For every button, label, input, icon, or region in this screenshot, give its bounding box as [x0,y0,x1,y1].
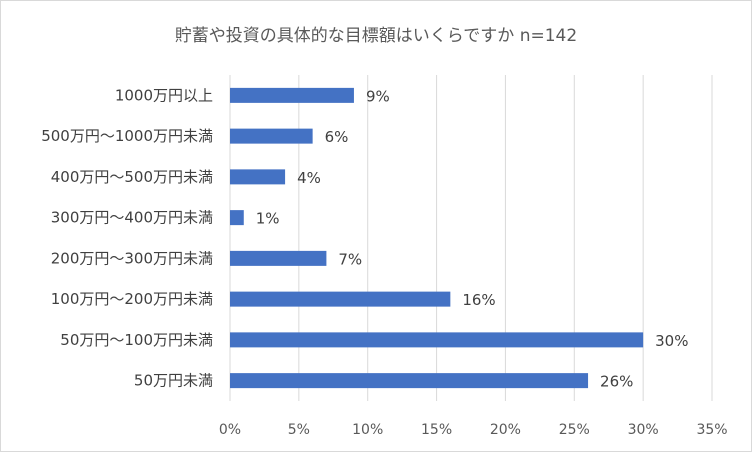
bar [230,169,286,185]
category-label: 100万円～200万円未満 [51,290,213,308]
category-label: 500万円～1000万円未満 [41,127,213,145]
data-label: 9% [366,87,390,105]
bar [230,291,451,307]
category-label: 200万円～300万円未満 [51,249,213,267]
category-labels: 1000万円以上 500万円～1000万円未満 400万円～500万円未満 300万円… [41,86,213,389]
x-tick-label: 5% [288,422,310,438]
data-label: 26% [600,373,633,391]
gridlines [229,75,713,401]
category-label: 300万円～400万円未満 [51,209,213,227]
x-tick-label: 0% [219,422,241,438]
category-label: 50万円～100万円未満 [60,331,213,349]
bar [230,87,354,103]
x-axis-ticks: 0% 5% 10% 15% 20% 25% 30% 35% [219,422,728,438]
chart-title: 貯蓄や投資の具体的な目標額はいくらですか n=142 [174,26,578,46]
x-tick-label: 35% [696,422,727,438]
bar [230,332,644,348]
bar [230,210,244,226]
bar [230,250,327,266]
x-tick-label: 10% [352,422,383,438]
data-label: 6% [325,128,349,146]
category-label: 400万円～500万円未満 [51,168,213,186]
category-label: 1000万円以上 [115,86,213,104]
data-label: 7% [338,250,362,268]
data-labels: 9% 6% 4% 1% 7% 16% 30% 26% [256,87,689,390]
bar [230,373,589,389]
bars [230,87,644,389]
data-label: 16% [462,291,495,309]
x-tick-label: 15% [421,422,452,438]
data-label: 1% [256,210,280,228]
data-label: 30% [655,332,688,350]
x-tick-label: 30% [628,422,659,438]
data-label: 4% [297,169,321,187]
category-label: 50万円未満 [134,372,213,390]
x-tick-label: 25% [559,422,590,438]
bar [230,128,313,144]
x-tick-label: 20% [490,422,521,438]
